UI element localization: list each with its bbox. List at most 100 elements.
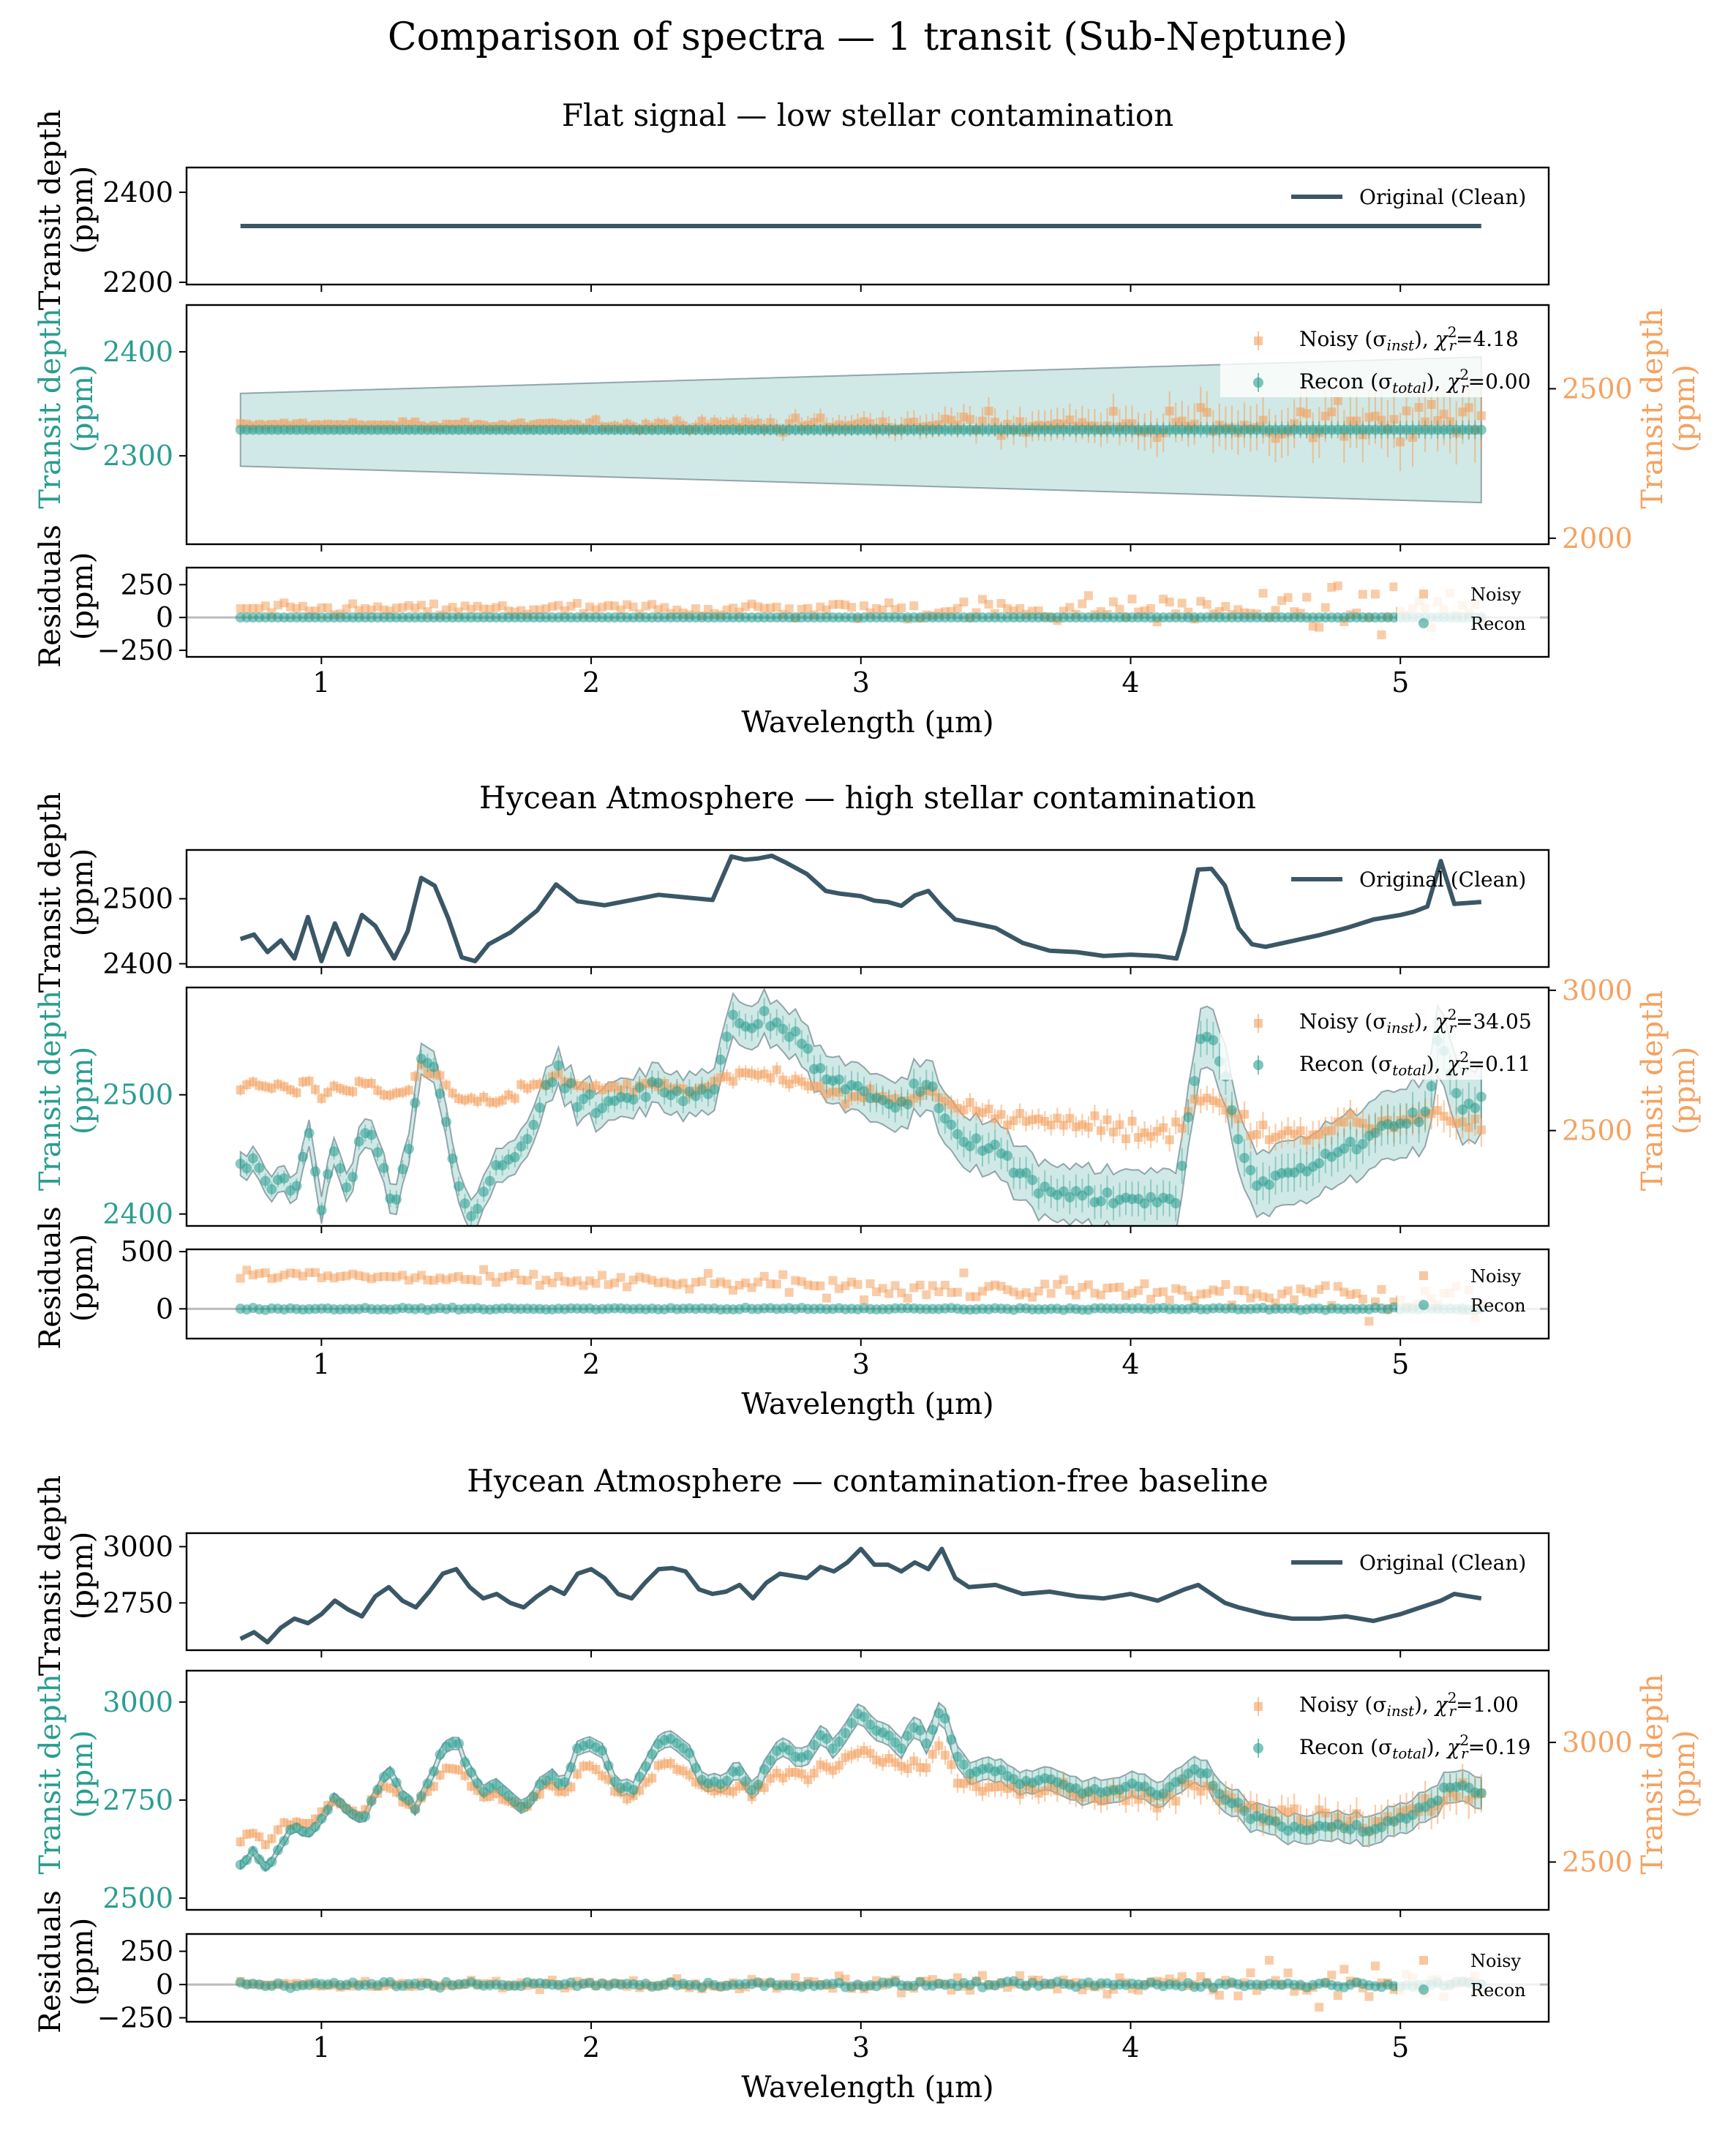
residual-noisy-point <box>1315 623 1323 632</box>
recon-point <box>1427 1081 1437 1091</box>
recon-point <box>528 1791 538 1802</box>
noisy-point <box>1109 407 1118 415</box>
recon-point <box>641 1761 651 1772</box>
residual-noisy-point <box>704 1269 713 1278</box>
recon-point <box>1002 1151 1012 1161</box>
residual-noisy-point <box>1359 590 1367 599</box>
residual-noisy-point <box>1284 593 1293 602</box>
recon-point <box>990 1140 1000 1150</box>
residual-noisy-point <box>1377 631 1386 639</box>
recon-point <box>473 1204 483 1214</box>
residual-noisy-point <box>1371 590 1380 598</box>
recon-point <box>367 1796 377 1806</box>
residual-noisy-point <box>1284 1287 1293 1295</box>
comparison-right-ylabel-line2: (ppm) <box>1668 1730 1702 1818</box>
right-y-tick-label: 2500 <box>1562 1846 1633 1878</box>
recon-point <box>628 1094 639 1105</box>
residual-legend-noisy-marker <box>1419 590 1428 598</box>
residual-noisy-point <box>1359 1295 1367 1303</box>
figure-suptitle: Comparison of spectra — 1 transit (Sub-N… <box>388 15 1348 59</box>
y-tick-label: 250 <box>120 1935 173 1968</box>
x-tick-label: 1 <box>312 2031 330 2063</box>
recon-point <box>1190 1076 1200 1086</box>
noisy-point <box>934 1742 943 1750</box>
x-tick-label: 5 <box>1391 1348 1409 1380</box>
recon-point <box>1408 1107 1418 1118</box>
residual-noisy-point <box>1084 1280 1093 1289</box>
residual-legend-noisy-label: Noisy <box>1470 584 1521 605</box>
recon-point <box>279 1836 289 1846</box>
residual-noisy-point <box>778 1271 787 1279</box>
comparison-right-ylabel-line1: Transit depth <box>1636 308 1669 508</box>
recon-point <box>553 1060 563 1070</box>
right-y-tick-label: 2500 <box>1562 372 1633 405</box>
recon-point <box>715 1055 726 1065</box>
noisy-point <box>966 415 974 424</box>
noisy-point <box>1159 1124 1168 1132</box>
recon-point <box>460 1198 470 1208</box>
comparison-left-ylabel-line2: (ppm) <box>66 364 99 452</box>
recon-point <box>822 1734 832 1744</box>
recon-point <box>335 1163 345 1173</box>
residual-noisy-point <box>1364 1993 1373 2001</box>
noisy-point <box>835 1761 843 1770</box>
y-tick-label: 2300 <box>102 440 173 472</box>
residual-noisy-point <box>592 1279 601 1288</box>
recon-point <box>397 1164 407 1175</box>
noisy-point <box>947 1760 955 1769</box>
residual-noisy-point <box>1389 582 1398 591</box>
residual-noisy-point <box>1302 592 1311 601</box>
residual-noisy-point <box>1246 1968 1255 1977</box>
recon-point <box>834 1075 844 1085</box>
noisy-point <box>1203 408 1211 417</box>
y-tick-label: 2750 <box>102 1784 173 1816</box>
recon-point <box>896 1743 906 1753</box>
residual-noisy-point <box>1259 589 1268 598</box>
noisy-point <box>729 1077 737 1085</box>
noisy-point <box>1015 1109 1024 1118</box>
recon-point <box>840 1728 850 1738</box>
noisy-point <box>1296 1126 1305 1135</box>
residual-noisy-point <box>1290 1295 1299 1304</box>
y-tick-label: 2400 <box>102 948 173 980</box>
recon-point <box>1239 1806 1250 1816</box>
recon-point <box>604 1761 614 1771</box>
recon-point <box>1476 425 1487 435</box>
y-tick-label: 2500 <box>102 1079 173 1111</box>
noisy-point <box>1115 1121 1124 1129</box>
x-tick-label: 3 <box>852 2031 870 2063</box>
recon-point <box>946 1734 956 1745</box>
recon-point <box>921 1738 931 1748</box>
noisy-point <box>1334 396 1342 405</box>
comparison-right-ylabel-line1: Transit depth <box>1636 1674 1669 1874</box>
x-tick-label: 1 <box>312 1348 330 1380</box>
comparison-right-ylabel-line2: (ppm) <box>1668 364 1702 452</box>
residual-noisy-point <box>1371 1962 1380 1971</box>
recon-point <box>803 1044 813 1054</box>
residual-noisy-point <box>959 1268 968 1277</box>
residual-legend-recon-label: Recon <box>1470 614 1526 634</box>
noisy-point <box>1346 1110 1355 1119</box>
recon-point <box>304 1128 314 1138</box>
recon-point <box>971 1134 981 1144</box>
residual-noisy-point <box>985 600 993 609</box>
noisy-point <box>1090 1111 1099 1120</box>
clean-ylabel-line2: (ppm) <box>66 849 99 936</box>
residual-noisy-point <box>773 1280 781 1289</box>
x-tick-label: 5 <box>1391 666 1409 699</box>
recon-point <box>647 1749 657 1759</box>
recon-point <box>291 1181 301 1191</box>
comparison-left-ylabel-line1: Transit depth <box>34 990 67 1191</box>
x-tick-label: 3 <box>852 666 870 699</box>
residual-noisy-point <box>429 600 438 609</box>
recon-point <box>597 1745 607 1756</box>
recon-point <box>547 1077 557 1088</box>
recon-point <box>790 1026 800 1036</box>
noisy-point <box>292 1088 301 1097</box>
recon-point <box>522 1134 533 1144</box>
x-tick-label: 1 <box>312 666 330 699</box>
recon-point <box>1208 1780 1218 1791</box>
right-y-tick-label: 2000 <box>1562 522 1633 554</box>
recon-point <box>1227 1105 1237 1115</box>
noisy-point <box>1339 1118 1348 1126</box>
